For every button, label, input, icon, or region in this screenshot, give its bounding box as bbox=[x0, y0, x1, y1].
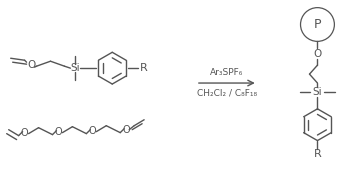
Text: O: O bbox=[313, 49, 322, 59]
Text: R: R bbox=[313, 149, 321, 159]
Text: R: R bbox=[140, 63, 148, 73]
Text: CH₂Cl₂ / C₈F₁₈: CH₂Cl₂ / C₈F₁₈ bbox=[197, 89, 257, 98]
Text: P: P bbox=[314, 18, 321, 31]
Text: O: O bbox=[89, 126, 96, 136]
Text: Si: Si bbox=[71, 63, 80, 73]
Text: O: O bbox=[21, 128, 29, 138]
Text: O: O bbox=[122, 125, 130, 135]
Text: O: O bbox=[27, 60, 36, 70]
Text: O: O bbox=[55, 127, 62, 137]
Text: Si: Si bbox=[313, 87, 322, 97]
Text: Ar₃SPF₆: Ar₃SPF₆ bbox=[210, 68, 243, 77]
